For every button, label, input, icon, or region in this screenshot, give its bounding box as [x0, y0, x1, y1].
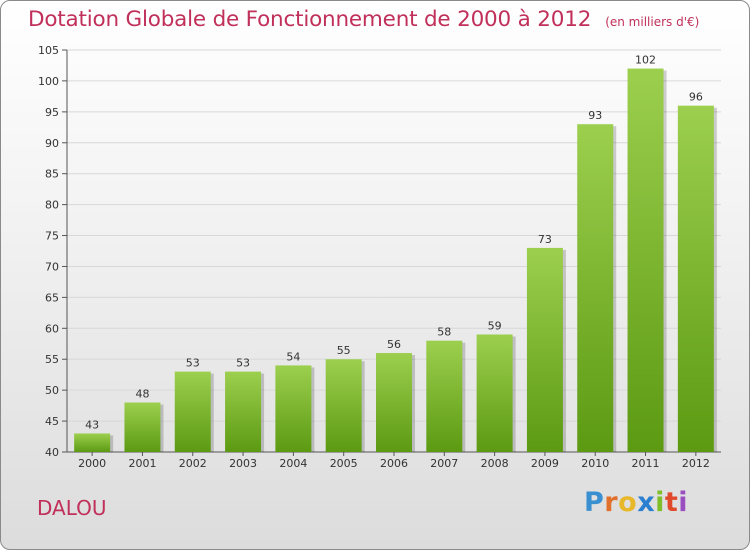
- x-tick-label: 2008: [481, 457, 509, 470]
- logo-letter: i: [655, 487, 665, 518]
- y-tick-label: 95: [45, 106, 59, 119]
- x-tick-label: 2001: [128, 457, 156, 470]
- bar-value-label: 54: [286, 350, 300, 363]
- y-tick-label: 80: [45, 199, 59, 212]
- commune-name: DALOU: [37, 496, 107, 520]
- y-tick-label: 90: [45, 137, 59, 150]
- y-tick-label: 85: [45, 168, 59, 181]
- y-tick-label: 100: [38, 75, 59, 88]
- bar-value-label: 58: [437, 326, 451, 339]
- x-tick-label: 2011: [632, 457, 660, 470]
- bar-value-label: 48: [135, 388, 149, 401]
- y-tick-label: 40: [45, 446, 59, 459]
- bar: [577, 124, 614, 452]
- bar-value-label: 53: [186, 357, 200, 370]
- bar: [376, 353, 412, 452]
- bar: [526, 247, 563, 452]
- x-tick-label: 2006: [380, 457, 408, 470]
- bar: [74, 433, 111, 452]
- x-tick-label: 2000: [78, 457, 106, 470]
- bar: [627, 68, 664, 453]
- y-tick-label: 55: [45, 353, 59, 366]
- logo-letter: o: [618, 487, 638, 518]
- y-tick-label: 70: [45, 260, 59, 273]
- y-tick-label: 45: [45, 415, 59, 428]
- x-tick-label: 2003: [229, 457, 257, 470]
- bar-value-label: 102: [635, 54, 656, 67]
- logo-letter: x: [637, 487, 656, 518]
- x-tick-label: 2007: [430, 457, 458, 470]
- logo-letter: t: [664, 487, 679, 518]
- logo-letter: r: [604, 487, 619, 518]
- bar: [275, 365, 312, 452]
- chart-title: Dotation Globale de Fonctionnement de 20…: [28, 7, 699, 32]
- bar-value-label: 96: [689, 91, 703, 104]
- bar-value-label: 93: [588, 109, 602, 122]
- bar: [426, 340, 463, 452]
- bar: [124, 402, 161, 452]
- y-tick-label: 60: [45, 322, 59, 335]
- x-tick-label: 2004: [279, 457, 307, 470]
- bar-value-label: 59: [488, 319, 502, 332]
- x-tick-label: 2005: [330, 457, 358, 470]
- bar: [677, 105, 714, 453]
- x-tick-label: 2012: [682, 457, 710, 470]
- bar-value-label: 73: [538, 233, 552, 246]
- bar-value-label: 43: [85, 418, 99, 431]
- bar: [325, 359, 362, 452]
- y-tick-label: 50: [45, 384, 59, 397]
- logo-letter: P: [584, 487, 605, 518]
- y-tick-label: 105: [38, 44, 59, 57]
- unit-label: (en milliers d'€): [605, 15, 700, 29]
- bar: [174, 371, 211, 452]
- logo-letter: i: [678, 487, 689, 518]
- bar-value-label: 55: [337, 344, 351, 357]
- labels: 40 45 50 55 60 65 70 75 80 85 90 95 100 105 43 2000 48 20…: [38, 44, 710, 470]
- x-tick-label: 2010: [581, 457, 609, 470]
- title-text: Dotation Globale de Fonctionnement de 20…: [28, 7, 592, 32]
- y-tick-label: 75: [45, 230, 59, 243]
- bars: [74, 68, 717, 453]
- bar: [225, 371, 262, 452]
- bar: [476, 334, 513, 452]
- bar-value-label: 53: [236, 357, 250, 370]
- x-tick-label: 2009: [531, 457, 559, 470]
- y-tick-label: 65: [45, 291, 59, 304]
- x-tick-label: 2002: [179, 457, 207, 470]
- proxiti-logo[interactable]: Proxiti: [584, 487, 688, 518]
- bar-value-label: 56: [387, 338, 401, 351]
